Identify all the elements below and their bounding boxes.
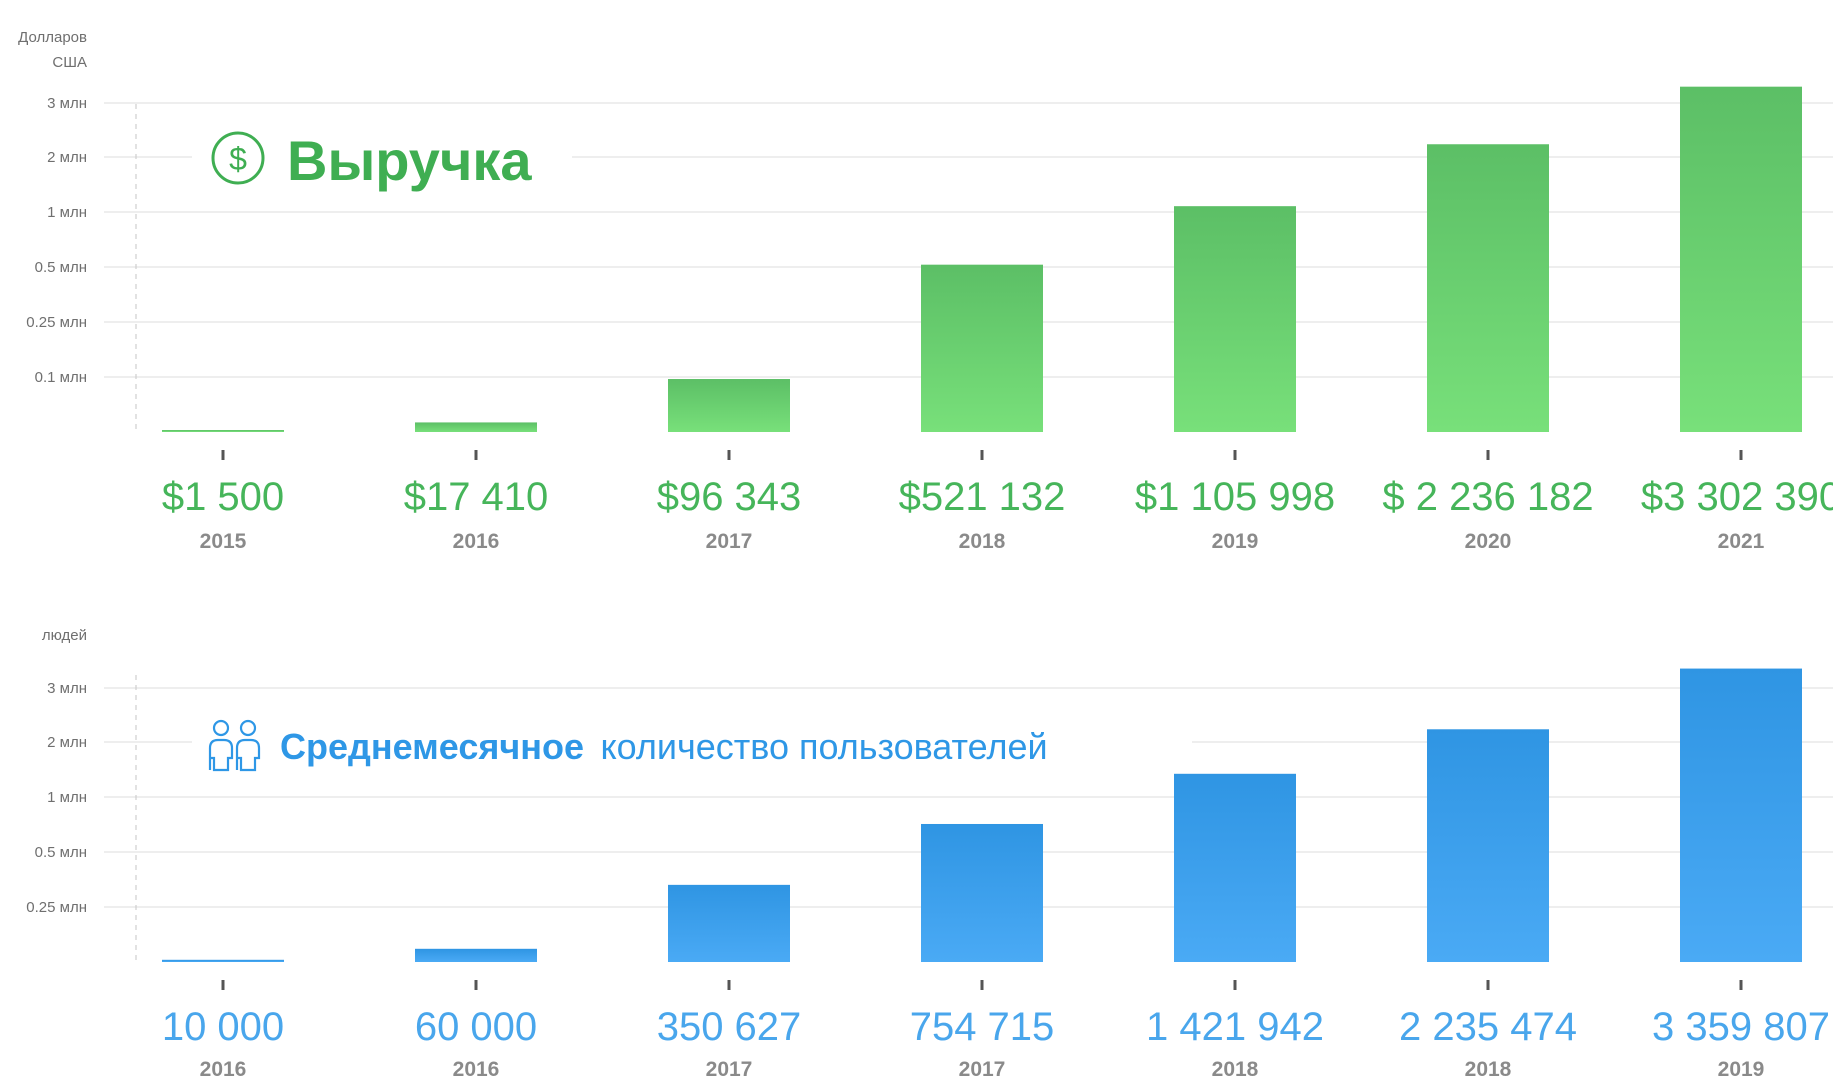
revenue-category-label: 2016 [453,530,500,553]
revenue-bar [921,264,1043,432]
users-category-label: 2017 [959,1058,1006,1081]
users-value-label: 2 235 474 [1399,1005,1577,1049]
users-value-labels: 10 000 2016 60 000 2016 350 627 2017 754 715 20… [162,1005,1830,1081]
users-bar [1680,668,1802,962]
revenue-category-label: 2017 [706,530,753,553]
revenue-y-tick-label: 2 млн [47,149,87,166]
revenue-y-tick-label: 0.1 млн [35,369,87,386]
dollar-circle-icon: $ [211,131,265,185]
users-bar [162,959,284,962]
revenue-value-label: $ 2 236 182 [1382,475,1593,519]
revenue-value-label: $1 500 [162,475,284,519]
users-bar [1174,773,1296,962]
users-value-label: 10 000 [162,1005,284,1049]
revenue-bar [1427,144,1549,433]
users-title-bold: Среднемесячное [280,726,584,767]
users-bar [1427,729,1549,962]
users-y-tick-label: 3 млн [47,680,87,697]
revenue-unit-label-line2: США [52,54,87,71]
users-bar [415,948,537,962]
users-value-label: 754 715 [910,1005,1055,1049]
revenue-value-label: $3 302 390 [1641,475,1833,519]
revenue-bar [1174,206,1296,432]
users-bar [668,884,790,962]
revenue-bar [415,422,537,432]
users-category-label: 2019 [1718,1058,1765,1081]
users-y-tick-labels: 3 млн 2 млн 1 млн 0.5 млн 0.25 млн [26,680,87,916]
revenue-y-tick-label: 3 млн [47,95,87,112]
revenue-bars [162,86,1802,460]
users-value-label: 1 421 942 [1146,1005,1324,1049]
svg-text:$: $ [229,141,247,177]
revenue-value-label: $96 343 [657,475,802,519]
users-category-label: 2016 [453,1058,500,1081]
revenue-category-label: 2021 [1718,530,1765,553]
users-bars [162,668,1802,990]
users-chart-title: Среднемесячное количество пользователей [280,726,1048,767]
users-icon [208,719,261,772]
users-category-label: 2018 [1465,1058,1512,1081]
users-value-label: 60 000 [415,1005,537,1049]
users-y-tick-label: 2 млн [47,734,87,751]
users-title-regular: количество пользователей [600,726,1047,767]
revenue-chart: Долларов США 3 млн 2 млн 1 млн 0.5 млн 0.25 … [18,29,1833,553]
revenue-category-label: 2018 [959,530,1006,553]
users-category-label: 2018 [1212,1058,1259,1081]
revenue-y-tick-label: 0.5 млн [35,259,87,276]
revenue-category-label: 2020 [1465,530,1512,553]
users-bar [921,823,1043,962]
users-y-tick-label: 1 млн [47,789,87,806]
revenue-value-label: $1 105 998 [1135,475,1335,519]
users-y-tick-label: 0.25 млн [26,899,87,916]
revenue-y-tick-label: 1 млн [47,204,87,221]
revenue-category-label: 2015 [200,530,247,553]
revenue-bar [1680,86,1802,433]
revenue-value-labels: $1 500 2015 $17 410 2016 $96 343 2017 $521 132… [162,475,1833,553]
users-value-label: 350 627 [657,1005,802,1049]
revenue-bar [162,430,284,432]
revenue-y-tick-label: 0.25 млн [26,314,87,331]
users-y-tick-label: 0.5 млн [35,844,87,861]
users-category-label: 2017 [706,1058,753,1081]
users-value-label: 3 359 807 [1652,1005,1830,1049]
users-unit-label: людей [42,627,87,644]
revenue-value-label: $521 132 [899,475,1066,519]
revenue-y-tick-labels: 3 млн 2 млн 1 млн 0.5 млн 0.25 млн 0.1 млн [26,95,87,386]
revenue-unit-label-line1: Долларов [18,29,87,46]
users-category-label: 2016 [200,1058,247,1081]
revenue-bar [668,379,790,432]
revenue-chart-title: Выручка [287,129,532,192]
users-chart: людей 3 млн 2 млн 1 млн 0.5 млн 0.25 млн Сре… [26,627,1833,1081]
revenue-category-label: 2019 [1212,530,1259,553]
revenue-value-label: $17 410 [404,475,549,519]
